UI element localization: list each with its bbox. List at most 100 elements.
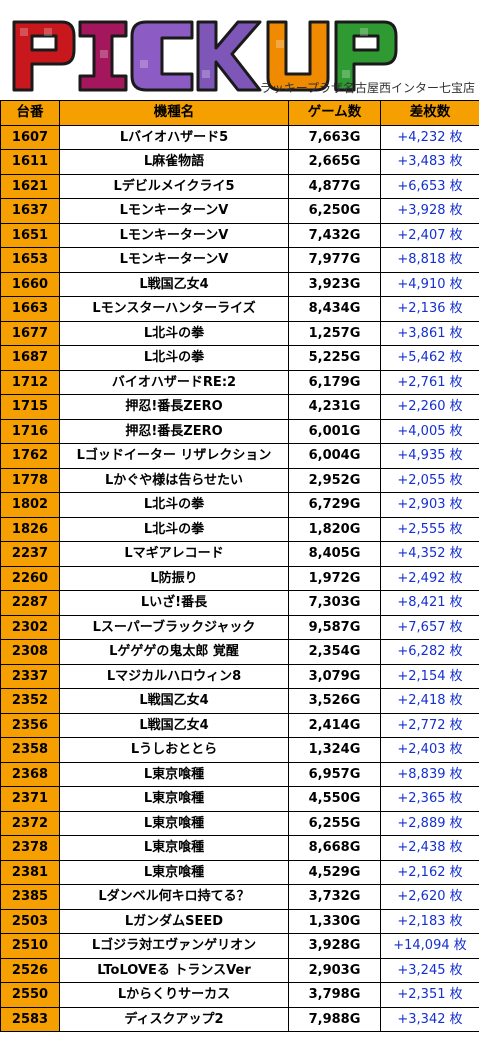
difference-cell: +3,342 枚: [380, 1006, 479, 1032]
machine-name-cell: L戦国乙女4: [59, 712, 289, 738]
machine-name-cell: L防振り: [59, 565, 289, 591]
table-row: 2358 Lうしおととら 1,324G +2,403 枚: [0, 737, 479, 763]
difference-cell: +4,232 枚: [380, 124, 479, 150]
machine-name-cell: Lかぐや様は告らせたい: [59, 467, 289, 493]
table-row: 1611 L麻雀物語 2,665G +3,483 枚: [0, 149, 479, 175]
game-count-cell: 7,432G: [288, 222, 381, 248]
machine-number-cell: 1677: [0, 320, 60, 346]
difference-cell: +8,839 枚: [380, 761, 479, 787]
machine-name-cell: 押忍!番長ZERO: [59, 394, 289, 420]
game-count-cell: 2,903G: [288, 957, 381, 983]
difference-cell: +4,935 枚: [380, 443, 479, 469]
game-count-cell: 7,988G: [288, 1006, 381, 1032]
pickup-table: 台番 機種名 ゲーム数 差枚数 1607 Lバイオハザード5 7,663G +4,23…: [0, 100, 479, 1032]
table-row: 2237 Lマギアレコード 8,405G +4,352 枚: [0, 541, 479, 567]
table-row: 2352 L戦国乙女4 3,526G +2,418 枚: [0, 688, 479, 714]
game-count-cell: 3,526G: [288, 688, 381, 714]
machine-number-cell: 2583: [0, 1006, 60, 1032]
machine-name-cell: Lいざ!番長: [59, 590, 289, 616]
machine-name-cell: LToLOVEる トランスVer: [59, 957, 289, 983]
game-count-cell: 6,250G: [288, 198, 381, 224]
machine-number-cell: 1607: [0, 124, 60, 150]
table-row: 2385 Lダンベル何キロ持てる？ 3,732G +2,620 枚: [0, 884, 479, 910]
machine-name-cell: 押忍!番長ZERO: [59, 418, 289, 444]
table-row: 2337 Lマジカルハロウィン8 3,079G +2,154 枚: [0, 663, 479, 689]
machine-name-cell: Lゴッドイーター リザレクション: [59, 443, 289, 469]
machine-number-cell: 2378: [0, 835, 60, 861]
store-name: ラッキープラザ名古屋西インター七宝店: [259, 81, 475, 95]
machine-name-cell: L戦国乙女4: [59, 271, 289, 297]
table-header-row: 台番 機種名 ゲーム数 差枚数: [0, 100, 479, 126]
machine-number-cell: 2371: [0, 786, 60, 812]
machine-name-cell: LガンダムSEED: [59, 908, 289, 934]
machine-name-cell: L北斗の拳: [59, 345, 289, 371]
difference-cell: +2,365 枚: [380, 786, 479, 812]
machine-name-cell: Lゴジラ対エヴァンゲリオン: [59, 933, 289, 959]
machine-number-cell: 1687: [0, 345, 60, 371]
machine-number-cell: 2372: [0, 810, 60, 836]
machine-number-cell: 2526: [0, 957, 60, 983]
machine-name-cell: L北斗の拳: [59, 492, 289, 518]
game-count-cell: 6,729G: [288, 492, 381, 518]
difference-cell: +2,260 枚: [380, 394, 479, 420]
table-row: 1660 L戦国乙女4 3,923G +4,910 枚: [0, 271, 479, 297]
table-row: 1802 L北斗の拳 6,729G +2,903 枚: [0, 492, 479, 518]
machine-name-cell: L戦国乙女4: [59, 688, 289, 714]
machine-name-cell: L東京喰種: [59, 835, 289, 861]
difference-cell: +3,245 枚: [380, 957, 479, 983]
table-row: 1712 バイオハザードRE:2 6,179G +2,761 枚: [0, 369, 479, 395]
machine-number-cell: 2368: [0, 761, 60, 787]
difference-cell: +6,282 枚: [380, 639, 479, 665]
game-count-cell: 4,550G: [288, 786, 381, 812]
difference-cell: +7,657 枚: [380, 614, 479, 640]
table-row: 2302 Lスーパーブラックジャック 9,587G +7,657 枚: [0, 614, 479, 640]
difference-cell: +2,055 枚: [380, 467, 479, 493]
difference-cell: +2,438 枚: [380, 835, 479, 861]
table-row: 1651 LモンキーターンV 7,432G +2,407 枚: [0, 222, 479, 248]
machine-name-cell: Lデビルメイクライ5: [59, 173, 289, 199]
difference-cell: +2,772 枚: [380, 712, 479, 738]
machine-name-cell: Lスーパーブラックジャック: [59, 614, 289, 640]
table-row: 1778 Lかぐや様は告らせたい 2,952G +2,055 枚: [0, 467, 479, 493]
table-body: 1607 Lバイオハザード5 7,663G +4,232 枚 1611 L麻雀物語 2,66…: [0, 124, 479, 1032]
machine-number-cell: 1778: [0, 467, 60, 493]
table-row: 1663 Lモンスターハンターライズ 8,434G +2,136 枚: [0, 296, 479, 322]
table-row: 1762 Lゴッドイーター リザレクション 6,004G +4,935 枚: [0, 443, 479, 469]
game-count-cell: 8,668G: [288, 835, 381, 861]
table-row: 2381 L東京喰種 4,529G +2,162 枚: [0, 859, 479, 885]
header-machine-number: 台番: [0, 100, 60, 126]
machine-number-cell: 2356: [0, 712, 60, 738]
table-row: 1653 LモンキーターンV 7,977G +8,818 枚: [0, 247, 479, 273]
machine-number-cell: 2385: [0, 884, 60, 910]
table-row: 2526 LToLOVEる トランスVer 2,903G +3,245 枚: [0, 957, 479, 983]
game-count-cell: 2,665G: [288, 149, 381, 175]
machine-number-cell: 2510: [0, 933, 60, 959]
difference-cell: +2,555 枚: [380, 516, 479, 542]
machine-number-cell: 2260: [0, 565, 60, 591]
table-row: 2371 L東京喰種 4,550G +2,365 枚: [0, 786, 479, 812]
difference-cell: +4,352 枚: [380, 541, 479, 567]
machine-number-cell: 2352: [0, 688, 60, 714]
game-count-cell: 7,303G: [288, 590, 381, 616]
difference-cell: +2,418 枚: [380, 688, 479, 714]
machine-number-cell: 2503: [0, 908, 60, 934]
difference-cell: +5,462 枚: [380, 345, 479, 371]
difference-cell: +3,928 枚: [380, 198, 479, 224]
game-count-cell: 6,179G: [288, 369, 381, 395]
game-count-cell: 1,330G: [288, 908, 381, 934]
table-row: 2260 L防振り 1,972G +2,492 枚: [0, 565, 479, 591]
game-count-cell: 3,798G: [288, 982, 381, 1008]
machine-name-cell: L北斗の拳: [59, 516, 289, 542]
machine-number-cell: 2337: [0, 663, 60, 689]
difference-cell: +2,136 枚: [380, 296, 479, 322]
table-row: 2372 L東京喰種 6,255G +2,889 枚: [0, 810, 479, 836]
game-count-cell: 7,663G: [288, 124, 381, 150]
difference-cell: +8,818 枚: [380, 247, 479, 273]
machine-number-cell: 1653: [0, 247, 60, 273]
game-count-cell: 3,928G: [288, 933, 381, 959]
table-row: 1687 L北斗の拳 5,225G +5,462 枚: [0, 345, 479, 371]
game-count-cell: 8,405G: [288, 541, 381, 567]
difference-cell: +14,094 枚: [380, 933, 479, 959]
difference-cell: +3,861 枚: [380, 320, 479, 346]
machine-number-cell: 2308: [0, 639, 60, 665]
